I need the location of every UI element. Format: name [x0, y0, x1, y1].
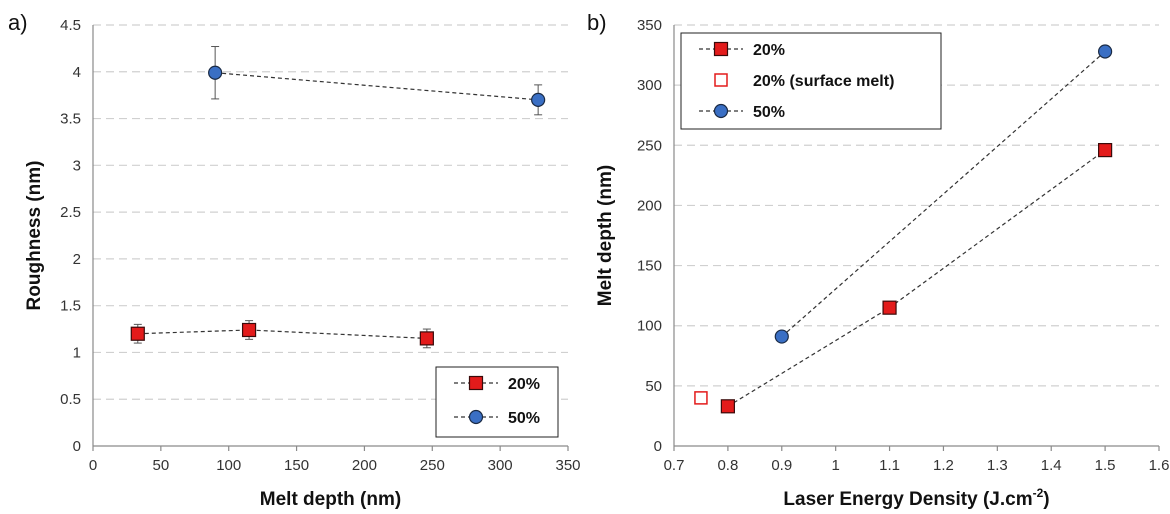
y-axis-title: Roughness (nm) [24, 161, 45, 311]
legend-label: 50% [753, 104, 785, 121]
data-point [774, 329, 789, 344]
x-axis-title: Melt depth (nm) [260, 489, 401, 510]
data-point [720, 399, 735, 414]
panel-label: a) [8, 10, 28, 35]
data-point [694, 391, 708, 405]
series-line [137, 329, 427, 340]
y-tick-label: 250 [637, 137, 662, 154]
y-tick-label: 4 [73, 64, 81, 81]
x-tick-label: 1.5 [1095, 457, 1116, 474]
x-tick-label: 0.7 [664, 457, 685, 474]
data-point [241, 322, 257, 338]
x-tick-label: 250 [420, 457, 445, 474]
series-2 [774, 44, 1113, 344]
legend-marker [714, 73, 728, 87]
y-tick-label: 200 [637, 197, 662, 214]
series-1 [208, 46, 546, 116]
legend-label: 50% [508, 410, 540, 427]
x-tick-label: 50 [153, 457, 170, 474]
legend: 20% 20% (surface melt) 50% [680, 32, 942, 130]
x-tick-label: 1.4 [1041, 457, 1062, 474]
data-point [1098, 142, 1113, 158]
legend-marker [468, 375, 484, 391]
y-tick-label: 0 [73, 438, 81, 455]
x-tick-label: 1 [831, 457, 839, 474]
y-axis-title: Melt depth (nm) [595, 165, 616, 306]
x-tick-label: 1.2 [933, 457, 954, 474]
x-tick-label: 0.8 [717, 457, 738, 474]
x-axis-title-superscript: -2 [1033, 486, 1044, 500]
series-line [781, 51, 1106, 337]
x-axis-title-main: Laser Energy Density (J.cm [783, 489, 1032, 510]
y-tick-label: 2.5 [60, 204, 81, 221]
legend-label: 20% [753, 42, 785, 59]
y-tick-label: 4.5 [60, 17, 81, 34]
x-tick-label: 350 [555, 457, 580, 474]
x-tick-label: 1.3 [987, 457, 1008, 474]
legend: 20% 50% [435, 366, 559, 438]
y-tick-label: 300 [637, 77, 662, 94]
x-tick-label: 200 [352, 457, 377, 474]
y-tick-label: 100 [637, 318, 662, 335]
y-tick-label: 1 [73, 344, 81, 361]
data-point [1098, 44, 1113, 59]
legend-marker [713, 41, 729, 57]
panel-label: b) [587, 10, 607, 35]
y-tick-label: 3 [73, 157, 81, 174]
legend-marker [468, 409, 484, 425]
x-tick-label: 300 [488, 457, 513, 474]
x-tick-label: 100 [216, 457, 241, 474]
y-tick-label: 50 [645, 378, 662, 395]
data-point [882, 300, 897, 315]
data-point [130, 326, 145, 341]
x-axis-title: Laser Energy Density (J.cm-2) [783, 486, 1049, 510]
data-point [419, 331, 434, 346]
chart-panel-a: a) 0 0.5 1 1.5 2 2.5 3 3.5 4 4.5 0 50 100 150 200 250 300… [8, 10, 581, 510]
y-tick-label: 150 [637, 258, 662, 275]
x-axis-title-end: ) [1043, 489, 1049, 510]
legend-box [435, 366, 559, 438]
x-tick-label: 0.9 [771, 457, 792, 474]
x-tick-label: 150 [284, 457, 309, 474]
y-tick-label: 1.5 [60, 298, 81, 315]
legend-marker [713, 103, 729, 119]
series-1 [694, 391, 708, 405]
data-point [531, 92, 546, 107]
x-tick-label: 0 [89, 457, 97, 474]
y-tick-label: 3.5 [60, 111, 81, 128]
y-tick-label: 350 [637, 17, 662, 34]
series-line [215, 72, 539, 101]
legend-label: 20% (surface melt) [753, 73, 894, 90]
legend-label: 20% [508, 376, 540, 393]
series-0 [720, 142, 1113, 414]
x-tick-label: 1.1 [879, 457, 900, 474]
series-0 [130, 320, 434, 349]
chart-panel-b: b) 0 50 100 150 200 250 300 350 0.7 0.8 0.9 1 1.1 1.2 1… [587, 10, 1169, 510]
y-tick-label: 0 [654, 438, 662, 455]
data-point [208, 65, 223, 80]
series-line [727, 149, 1106, 407]
x-tick-label: 1.6 [1149, 457, 1170, 474]
y-tick-label: 0.5 [60, 391, 81, 408]
y-tick-label: 2 [73, 251, 81, 268]
